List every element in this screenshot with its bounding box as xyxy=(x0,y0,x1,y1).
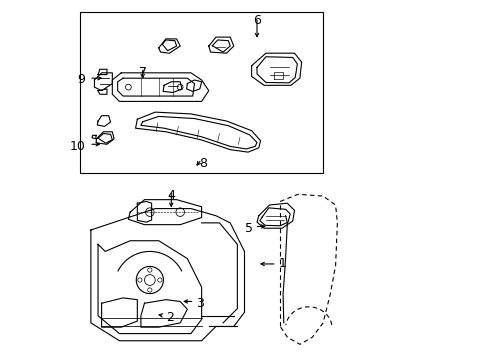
Text: 7: 7 xyxy=(139,66,146,79)
Text: 10: 10 xyxy=(69,140,85,153)
Text: 6: 6 xyxy=(253,14,261,27)
Text: 8: 8 xyxy=(199,157,207,170)
Text: 1: 1 xyxy=(278,257,286,270)
Text: 2: 2 xyxy=(165,311,173,324)
Text: 9: 9 xyxy=(78,73,85,86)
Bar xyxy=(80,12,323,173)
Text: 5: 5 xyxy=(245,222,253,235)
Text: 3: 3 xyxy=(196,297,203,310)
Text: 4: 4 xyxy=(167,189,175,202)
